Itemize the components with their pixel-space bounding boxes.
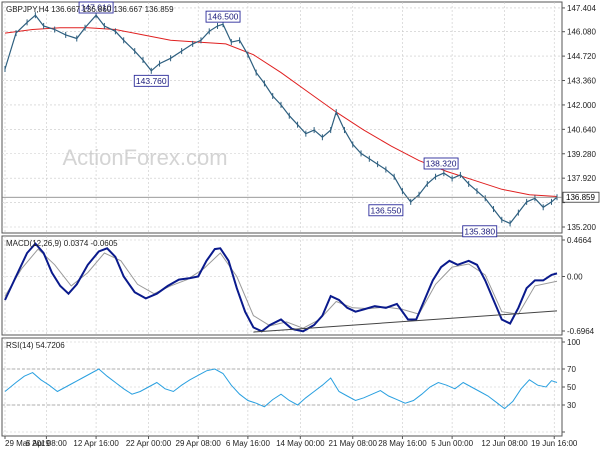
x-tick-label: 5 Jun 00:00: [431, 439, 473, 448]
y-tick-label: 135.200: [567, 223, 596, 232]
x-tick-label: 29 Apr 08:00: [176, 439, 222, 448]
x-tick-label: 5 Apr 08:00: [26, 439, 67, 448]
x-tick-label: 12 Jun 08:00: [481, 439, 528, 448]
price-annotation-box: [205, 10, 241, 23]
y-tick-label: 140.640: [567, 125, 596, 134]
x-tick-label: 28 May 16:00: [378, 439, 427, 448]
price-annotation-label: 136.550: [371, 205, 402, 215]
y-tick-label: 139.280: [567, 150, 596, 159]
y-tick-label: 50: [567, 383, 576, 392]
macd-panel-header: MACD(12,26,9) 0.0374 -0.0605: [6, 239, 118, 248]
y-tick-label: 137.920: [567, 174, 596, 183]
y-tick-label: 0.4664: [567, 236, 592, 245]
y-tick-label: 142.000: [567, 101, 596, 110]
x-tick-label: 12 Apr 16:00: [73, 439, 119, 448]
price-annotation-label: 138.320: [426, 158, 457, 168]
last-price-box: [562, 191, 600, 203]
price-annotation-box: [423, 157, 459, 170]
rsi-panel-header: RSI(14) 54.7206: [6, 341, 65, 350]
y-tick-label: 0.00: [567, 273, 583, 282]
panel-headers: GBPJPY,H4 136.667 136.860 136.667 136.85…: [6, 5, 174, 350]
moving-average-line: [4, 27, 558, 197]
y-tick-label: 100: [567, 338, 581, 347]
x-tick-label: 22 Apr 00:00: [126, 439, 172, 448]
x-tick-label: 14 May 00:00: [276, 439, 325, 448]
y-axes: 147.404 146.080 144.720 143.360 142.000 140.6…: [562, 4, 600, 433]
watermark-layer: ActionForex.com: [62, 145, 227, 170]
price-annotation-box: [462, 225, 498, 238]
price-annotation-box: [78, 1, 114, 14]
series-layer: [2, 12, 562, 410]
y-tick-label: 30: [567, 401, 576, 410]
price-panel-header: GBPJPY,H4 136.667 136.860 136.667 136.85…: [6, 5, 174, 14]
price-annotation-box: [368, 204, 404, 217]
price-annotation-label: 146.500: [208, 12, 239, 22]
macd-trendline: [253, 310, 558, 333]
x-tick-label: 6 May 16:00: [226, 439, 271, 448]
x-tick-label: 21 May 08:00: [329, 439, 378, 448]
annotations: 147.010 146.500 143.760 138.320 136.550 135.3…: [78, 1, 498, 238]
rsi-line: [4, 368, 558, 410]
macd-line: [4, 242, 558, 333]
price-annotation-label: 143.760: [136, 76, 167, 86]
price-annotation-label: 147.010: [81, 3, 112, 13]
y-tick-label: 70: [567, 365, 576, 374]
y-tick-label: 147.404: [567, 4, 596, 13]
x-tick-label: 29 Mar 2019: [5, 439, 50, 448]
price-line: [4, 14, 558, 225]
watermark-text: ActionForex.com: [62, 145, 227, 170]
y-tick-label: -0.6964: [567, 327, 595, 336]
price-annotation-label: 135.380: [464, 226, 495, 236]
y-tick-label: 146.080: [567, 28, 596, 37]
x-tick-label: 19 Jun 16:00: [531, 439, 578, 448]
y-tick-label: 144.720: [567, 52, 596, 61]
grid-lines: [2, 2, 562, 436]
panel-frames: [1, 1, 563, 437]
macd-signal-line: [4, 248, 558, 329]
price-panel-frame: [1, 1, 563, 234]
last-price-label: 136.859: [566, 193, 595, 202]
price-annotation-box: [133, 74, 169, 87]
y-tick-label: 143.360: [567, 77, 596, 86]
